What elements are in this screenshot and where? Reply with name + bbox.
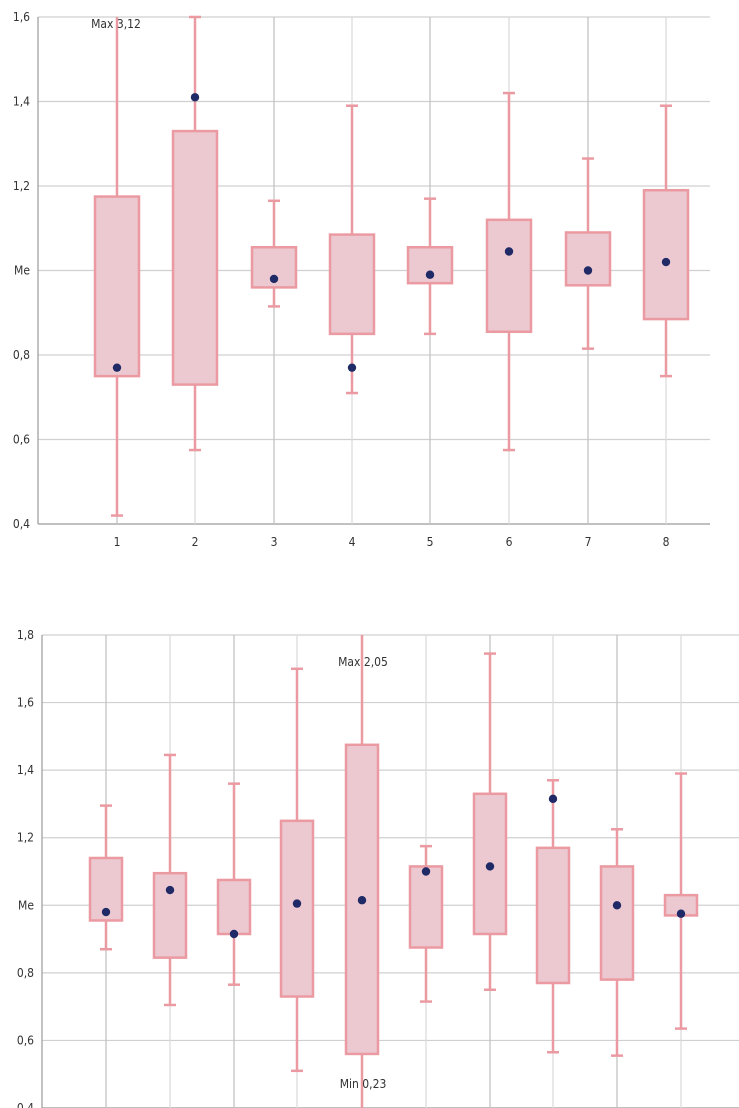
box-item bbox=[599, 828, 635, 1057]
x-tick-label: 7 bbox=[585, 535, 592, 549]
box-item bbox=[535, 779, 571, 1054]
y-tick-label: 1,2 bbox=[13, 179, 30, 193]
iqr-box bbox=[599, 865, 635, 981]
annotation-label: Max 2,05 bbox=[338, 655, 388, 669]
iqr-box bbox=[535, 846, 571, 985]
data-point bbox=[676, 909, 686, 918]
data-point bbox=[269, 274, 279, 284]
x-tick-label: 4 bbox=[349, 535, 356, 549]
y-tick-label: 0,6 bbox=[13, 433, 30, 447]
data-point bbox=[661, 257, 671, 267]
data-point bbox=[583, 266, 593, 275]
box-item: 4 bbox=[328, 104, 376, 549]
data-point bbox=[421, 867, 431, 876]
iqr-box bbox=[93, 195, 141, 378]
data-point bbox=[485, 862, 495, 871]
data-point bbox=[612, 901, 622, 910]
y-tick-label: 0,4 bbox=[13, 517, 30, 531]
box-item: 2 bbox=[171, 15, 219, 549]
box-item: 8 bbox=[642, 104, 690, 549]
x-tick-label: 2 bbox=[192, 535, 199, 549]
x-tick-label: 5 bbox=[427, 535, 434, 549]
iqr-box bbox=[171, 129, 219, 386]
y-tick-label: 0,8 bbox=[13, 348, 30, 362]
iqr-box bbox=[472, 792, 508, 936]
data-point bbox=[504, 247, 514, 256]
x-tick-label: 1 bbox=[114, 535, 121, 549]
data-point bbox=[190, 93, 200, 102]
y-tick-label: 0,6 bbox=[17, 1033, 34, 1047]
data-point bbox=[357, 896, 367, 905]
iqr-box bbox=[642, 188, 690, 321]
data-point bbox=[292, 899, 302, 908]
data-point bbox=[101, 907, 111, 917]
iqr-box bbox=[408, 865, 444, 949]
box-item: 3 bbox=[250, 199, 298, 549]
x-tick-label: 8 bbox=[663, 535, 670, 549]
y-tick-label: 1,6 bbox=[17, 696, 34, 710]
data-point bbox=[347, 363, 357, 372]
data-point bbox=[112, 363, 122, 372]
box-item bbox=[663, 772, 699, 1030]
box-item bbox=[344, 635, 380, 1108]
box-item: 7 bbox=[564, 157, 612, 549]
annotation-label: Max 3,12 bbox=[91, 17, 141, 31]
box-item: 5 bbox=[406, 197, 454, 549]
box-item: 1 bbox=[93, 17, 141, 549]
iqr-box bbox=[279, 819, 315, 998]
data-point bbox=[229, 929, 239, 939]
x-tick-label: 6 bbox=[506, 535, 513, 549]
box-item bbox=[472, 652, 508, 991]
annotation-label: Min 0,23 bbox=[340, 1077, 387, 1091]
box-item bbox=[152, 753, 188, 1007]
y-tick-label: 1,8 bbox=[17, 628, 34, 642]
y-tick-label: Me bbox=[14, 264, 30, 278]
box-item bbox=[408, 844, 444, 1003]
x-tick-label: 3 bbox=[271, 535, 278, 549]
box-item bbox=[279, 667, 315, 1073]
y-tick-label: 0,4 bbox=[17, 1101, 34, 1108]
chart-1: 0,4 0,6 0,8 Me 1,2 1,4 1,6 1 2 3 4 5 6 7 8 Max 3,12 bbox=[13, 10, 710, 549]
iqr-box bbox=[152, 871, 188, 959]
y-tick-label: 1,4 bbox=[17, 763, 34, 777]
iqr-box bbox=[216, 878, 252, 936]
box-item: 6 bbox=[485, 91, 533, 549]
iqr-box bbox=[564, 231, 612, 287]
iqr-box bbox=[250, 246, 298, 289]
iqr-box bbox=[406, 246, 454, 285]
y-tick-label: 1,6 bbox=[13, 10, 30, 24]
y-tick-label: 0,8 bbox=[17, 966, 34, 980]
iqr-box bbox=[328, 233, 376, 336]
box-item bbox=[88, 804, 124, 951]
y-tick-label: Me bbox=[18, 898, 34, 912]
iqr-box bbox=[485, 218, 533, 334]
chart-2: 0,4 0,6 0,8 Me 1,2 1,4 1,6 1,8 Max 2,05 Min 0,23 bbox=[17, 628, 739, 1108]
data-point bbox=[165, 885, 175, 895]
y-tick-label: 1,4 bbox=[13, 95, 30, 109]
data-point bbox=[425, 270, 435, 279]
box-item bbox=[216, 782, 252, 986]
data-point bbox=[548, 794, 558, 804]
y-tick-label: 1,2 bbox=[17, 831, 34, 845]
